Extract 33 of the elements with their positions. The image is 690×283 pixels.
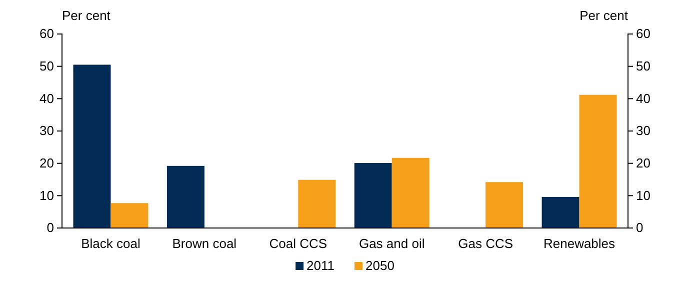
y2-tick-label: 0 <box>636 220 644 236</box>
y2-tick-label: 60 <box>636 26 650 42</box>
bar <box>73 64 111 228</box>
y-tick-label: 30 <box>40 123 54 138</box>
y-tick-label: 20 <box>40 155 54 170</box>
legend-label: 2011 <box>306 258 335 273</box>
x-tick-label: Gas CCS <box>458 236 514 251</box>
bar <box>486 182 524 228</box>
y2-axis-title: Per cent <box>580 8 628 23</box>
y2-tick-label: 10 <box>636 188 650 203</box>
y-tick-label: 40 <box>40 90 54 106</box>
y-axis-title: Per cent <box>62 8 111 23</box>
bar <box>354 163 392 228</box>
y-tick-label: 50 <box>40 58 54 74</box>
bar <box>392 158 430 228</box>
x-tick-label: Brown coal <box>172 236 237 251</box>
legend-label: 2050 <box>366 258 394 273</box>
y-tick-label: 0 <box>46 220 54 236</box>
bar <box>579 94 617 228</box>
bar <box>166 166 204 228</box>
bar <box>298 180 336 228</box>
bar <box>542 196 580 228</box>
y2-tick-label: 20 <box>636 155 650 170</box>
x-tick-label: Gas and oil <box>358 236 425 251</box>
x-tick-label: Coal CCS <box>269 236 328 251</box>
y-tick-label: 60 <box>40 26 54 42</box>
bar <box>110 203 148 228</box>
y-tick-label: 10 <box>40 188 54 203</box>
x-tick-label: Black coal <box>81 236 140 251</box>
y2-tick-label: 50 <box>636 58 650 74</box>
y2-tick-label: 30 <box>636 123 650 138</box>
x-tick-label: Renewables <box>544 236 616 251</box>
y2-tick-label: 40 <box>636 90 650 106</box>
